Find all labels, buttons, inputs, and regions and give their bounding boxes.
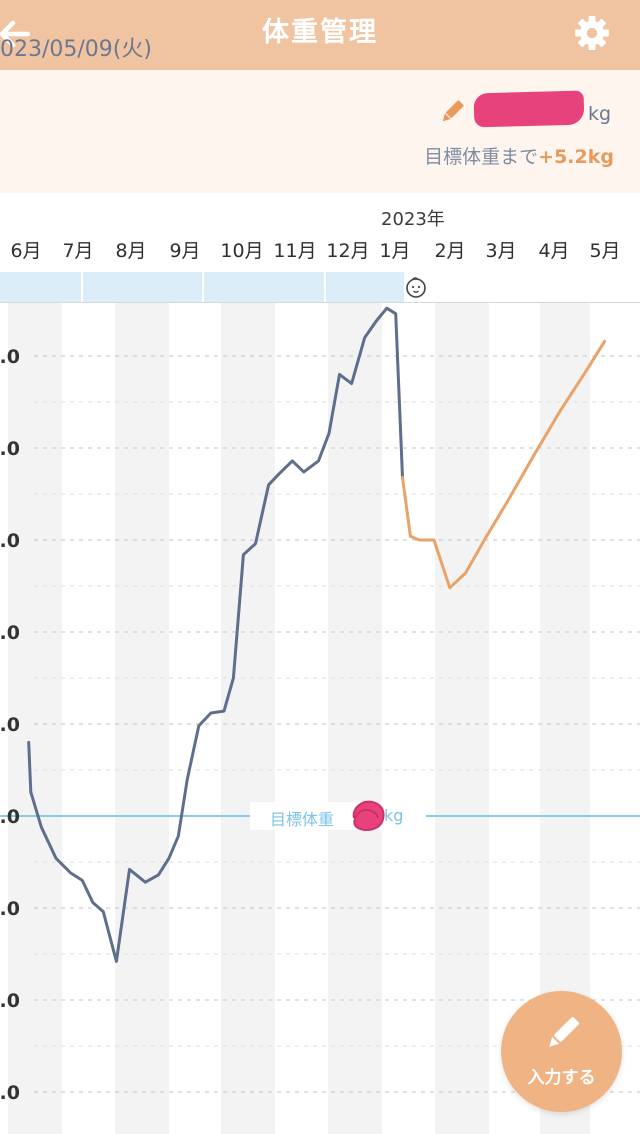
month-label: 3月 [485, 240, 517, 262]
weight-summary-panel [0, 70, 640, 193]
month-label: 2月 [434, 240, 466, 262]
y-tick-label: .0 [0, 622, 20, 644]
input-weight-label: 入力する [527, 1068, 596, 1088]
y-tick-label: .0 [0, 806, 20, 828]
month-label: 10月 [220, 240, 264, 262]
month-label: 4月 [538, 240, 570, 262]
edit-weight-button[interactable] [438, 98, 466, 126]
back-button[interactable] [0, 14, 36, 54]
redacted-weight-value [473, 90, 585, 128]
redacted-goal-weight [352, 800, 385, 831]
month-columns [8, 303, 590, 1134]
month-column [8, 303, 62, 1134]
pencil-icon [549, 1016, 580, 1047]
grid-lines [34, 355, 640, 1093]
month-column [115, 303, 169, 1134]
month-label: 1月 [379, 240, 411, 262]
month-label: 11月 [273, 240, 317, 262]
y-tick-label: .0 [0, 1082, 20, 1104]
axis-divider [0, 302, 640, 303]
input-weight-button[interactable]: 入力する [501, 991, 622, 1112]
period-band [0, 272, 81, 302]
weight-unit: kg [588, 103, 612, 125]
period-band [83, 272, 202, 302]
y-tick-label: .0 [0, 438, 20, 460]
period-band [326, 272, 404, 302]
month-column [221, 303, 275, 1134]
arrow-left-icon [0, 20, 30, 48]
goal-remaining-label: 目標体重まで [424, 146, 539, 168]
month-label: 7月 [62, 240, 94, 262]
page-title: 体重管理 [262, 17, 378, 48]
goal-weight-marker: 目標体重 [250, 802, 426, 830]
goal-remaining-value: +5.2kg [538, 146, 614, 168]
y-tick-label: .0 [0, 530, 20, 552]
goal-remaining: 目標体重まで+5.2kg [424, 142, 614, 169]
year-label: 2023年 [381, 209, 445, 230]
y-tick-label: .0 [0, 990, 20, 1012]
y-tick-label: .0 [0, 714, 20, 736]
goal-weight-unit: kg [384, 806, 404, 825]
weight-series [27, 306, 607, 963]
month-column [328, 303, 382, 1134]
baby-face-icon [406, 277, 426, 298]
pencil-icon [442, 100, 464, 122]
current-date: 2023/05/09(火) [0, 37, 152, 62]
weight-line-recent [401, 339, 607, 590]
settings-button[interactable] [574, 15, 610, 51]
month-label: 8月 [115, 240, 147, 262]
weight-line-recorded [27, 306, 404, 963]
period-band [204, 272, 324, 302]
month-label: 9月 [169, 240, 201, 262]
y-tick-label: .0 [0, 898, 20, 920]
app-header: 体重管理 [0, 0, 640, 70]
goal-weight-label: 目標体重 [270, 810, 335, 829]
y-tick-label: .0 [0, 346, 20, 368]
month-label: 5月 [589, 240, 621, 262]
month-label: 12月 [326, 240, 370, 262]
month-column [435, 303, 489, 1134]
month-label: 6月 [10, 240, 42, 262]
gear-icon [575, 16, 609, 50]
